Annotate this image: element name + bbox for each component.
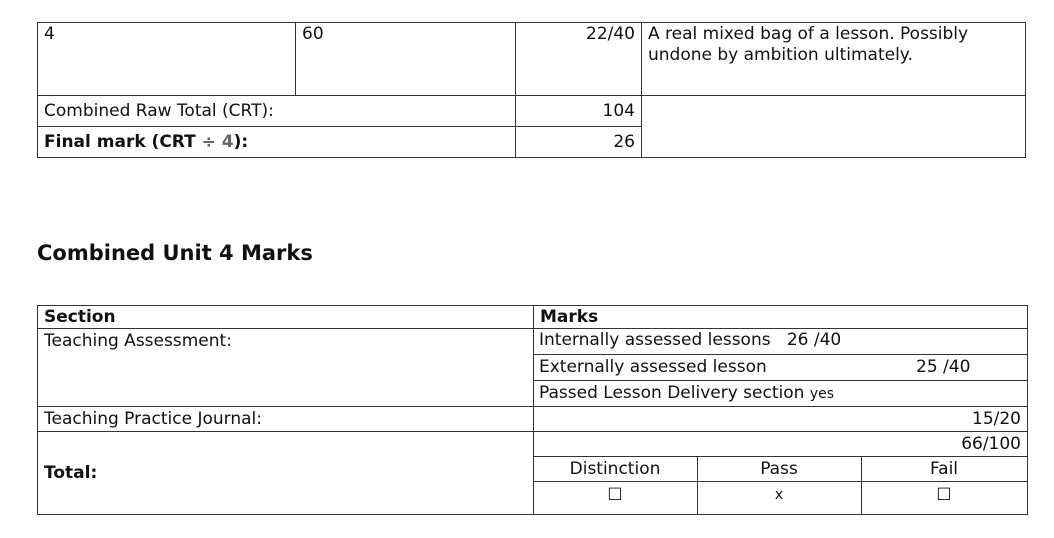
internal-value: 26 /40	[786, 330, 842, 350]
teaching-assessment-marks: Internally assessed lessons 26 /40 Exter…	[533, 328, 1027, 407]
passed-value: yes	[809, 386, 835, 402]
grade-distinction-label: Distinction	[569, 459, 661, 479]
journal-value: 15/20	[972, 409, 1021, 429]
header-section: Section	[44, 307, 116, 327]
lesson-number-cell: 4	[37, 22, 296, 96]
final-suffix: ):	[233, 132, 249, 152]
column-divider	[861, 456, 862, 514]
total-value: 66/100	[961, 434, 1021, 454]
section-heading: Combined Unit 4 Marks	[37, 241, 313, 265]
row-divider	[533, 481, 1027, 482]
column-divider	[697, 456, 698, 514]
crt-label: Combined Raw Total (CRT):	[37, 95, 516, 127]
passed-label: Passed Lesson Delivery section	[539, 383, 805, 403]
crt-value: 104	[515, 95, 642, 127]
final-mark-value: 26	[515, 126, 642, 158]
final-label-text: Final mark (CRT	[44, 132, 202, 152]
row-divider	[38, 431, 1027, 432]
final-mark-label: Final mark (CRT ÷ 4):	[37, 126, 516, 158]
lesson-time-cell: 60	[295, 22, 516, 96]
external-label: Externally assessed lesson	[539, 357, 767, 377]
row-divider	[38, 406, 1027, 407]
teaching-assessment-label: Teaching Assessment:	[44, 331, 232, 351]
column-divider	[533, 306, 534, 514]
lesson-comment-cell: A real mixed bag of a lesson. Possibly u…	[641, 22, 1026, 96]
external-row: Externally assessed lesson 25 /40	[533, 354, 1027, 380]
distinction-checkbox[interactable]: ☐	[607, 485, 623, 505]
row-divider	[38, 328, 1027, 329]
internal-row: Internally assessed lessons 26 /40	[533, 328, 1027, 353]
pass-checkbox[interactable]: x	[774, 487, 784, 503]
divide-text: ÷ 4	[201, 132, 234, 152]
passed-row: Passed Lesson Delivery section yes	[533, 380, 1027, 407]
marks-table: Section Marks Teaching Assessment: Inter…	[37, 305, 1028, 515]
internal-label: Internally assessed lessons	[539, 330, 771, 350]
external-value: 25 /40	[916, 357, 971, 377]
row-divider	[533, 456, 1027, 457]
empty-comment-cell	[641, 95, 1026, 158]
total-label: Total:	[44, 463, 98, 483]
journal-label: Teaching Practice Journal:	[44, 409, 263, 429]
grade-pass-label: Pass	[760, 459, 798, 479]
grade-fail-label: Fail	[929, 459, 959, 479]
fail-checkbox[interactable]: ☐	[936, 485, 952, 505]
lesson-score-cell: 22/40	[515, 22, 642, 96]
header-marks: Marks	[540, 307, 599, 327]
